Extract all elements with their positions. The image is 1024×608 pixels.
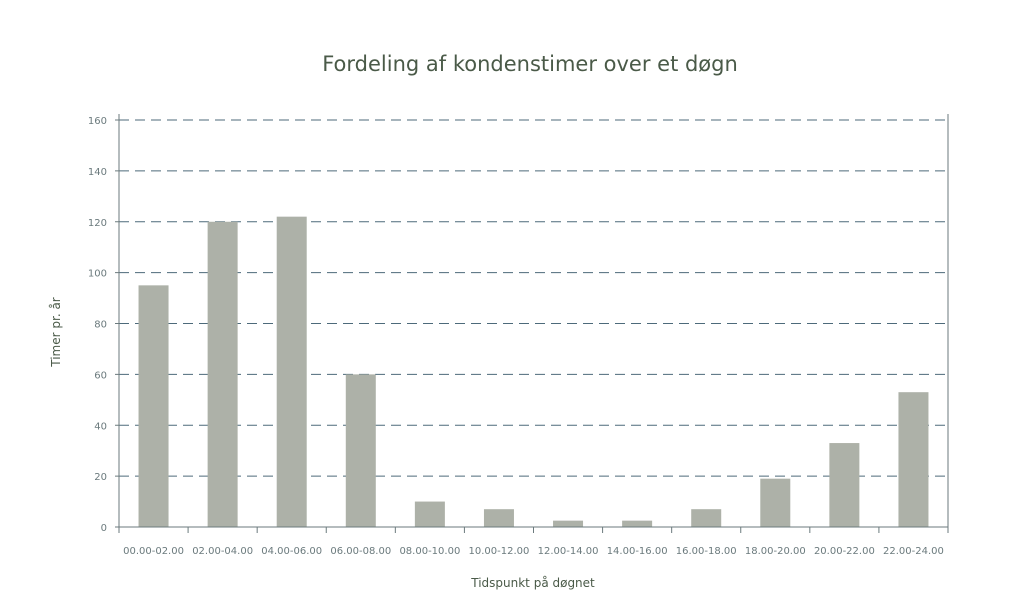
chart-title: Fordeling af kondenstimer over et døgn (322, 52, 738, 76)
bar (898, 392, 929, 527)
y-tick-label: 80 (94, 320, 107, 331)
x-tick-label: 00.00-02.00 (123, 546, 184, 557)
y-tick-label: 60 (94, 370, 107, 381)
grid-lines (115, 119, 948, 528)
bar (483, 509, 514, 527)
bar (276, 216, 307, 527)
y-tick-label: 140 (88, 167, 107, 178)
bar (829, 443, 860, 527)
x-tick-label: 14.00-16.00 (607, 546, 668, 557)
bar (622, 520, 653, 527)
y-tick-label: 40 (94, 421, 107, 432)
x-tick-label: 08.00-10.00 (399, 546, 460, 557)
axes (118, 114, 949, 533)
x-tick-label: 02.00-04.00 (192, 546, 253, 557)
x-tick-label: 18.00-20.00 (745, 546, 806, 557)
x-tick-label: 12.00-14.00 (538, 546, 599, 557)
y-tick-labels: 0 20 40 60 80 100 120 140 160 (88, 116, 107, 534)
x-axis-label: Tidspunkt på døgnet (471, 576, 595, 590)
bar (553, 520, 584, 527)
x-tick-labels: 00.00-02.00 02.00-04.00 04.00-06.00 06.00-0… (123, 546, 944, 557)
x-tick-label: 06.00-08.00 (330, 546, 391, 557)
bar (760, 478, 791, 527)
y-tick-label: 20 (94, 472, 107, 483)
y-tick-label: 0 (101, 523, 107, 534)
x-tick-label: 20.00-22.00 (814, 546, 875, 557)
y-tick-label: 100 (88, 269, 107, 280)
bar (138, 285, 169, 527)
y-tick-label: 160 (88, 116, 107, 127)
y-tick-label: 120 (88, 218, 107, 229)
bar (414, 501, 445, 527)
x-tick-label: 10.00-12.00 (469, 546, 530, 557)
bar (345, 374, 376, 527)
x-tick-label: 04.00-06.00 (261, 546, 322, 557)
bars (138, 216, 929, 527)
bar (691, 509, 722, 527)
bar (207, 221, 238, 527)
x-tick-label: 16.00-18.00 (676, 546, 737, 557)
x-tick-label: 22.00-24.00 (883, 546, 944, 557)
